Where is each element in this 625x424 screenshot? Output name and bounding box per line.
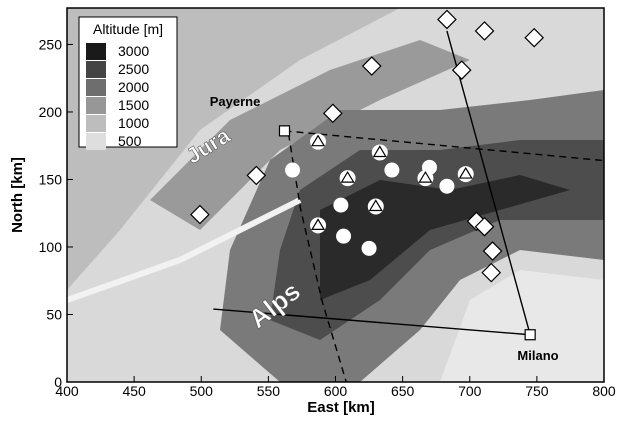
- legend-swatch: [86, 79, 106, 96]
- site-triangle: [340, 170, 356, 186]
- site-circle: [384, 163, 399, 178]
- legend-label: 2000: [118, 79, 149, 95]
- legend-label: 1500: [118, 97, 149, 113]
- y-tick-label: 200: [39, 104, 63, 120]
- site-triangle: [372, 144, 388, 160]
- map-label: Milano: [517, 348, 558, 363]
- map-label: Payerne: [210, 94, 261, 109]
- site-circle: [336, 229, 351, 244]
- legend-swatch: [86, 97, 106, 114]
- y-tick-label: 0: [54, 374, 62, 390]
- site-triangle: [310, 217, 326, 233]
- site-circle: [362, 241, 377, 256]
- legend-swatch: [86, 43, 106, 60]
- site-triangle: [417, 170, 433, 186]
- map-chart: Altitude [m] East [km] North [km] 400450…: [0, 0, 625, 419]
- y-tick-label: 100: [39, 239, 63, 255]
- y-axis-label: North [km]: [9, 157, 26, 233]
- legend-title: Altitude [m]: [93, 21, 163, 37]
- legend-label: 2500: [118, 61, 149, 77]
- site-triangle: [368, 198, 384, 214]
- y-tick-label: 150: [39, 171, 63, 187]
- legend-swatch: [86, 133, 106, 150]
- x-axis-label: East [km]: [307, 399, 375, 416]
- legend-swatch: [86, 61, 106, 78]
- x-tick-label: 600: [324, 383, 348, 399]
- site-square: [525, 330, 535, 340]
- legend-label: 1000: [118, 115, 149, 131]
- x-tick-label: 650: [391, 383, 415, 399]
- legend-label: 3000: [118, 43, 149, 59]
- site-square: [279, 126, 289, 136]
- y-tick-label: 250: [39, 36, 63, 52]
- site-circle: [285, 163, 300, 178]
- x-tick-label: 700: [458, 383, 482, 399]
- x-tick-label: 550: [257, 383, 281, 399]
- site-circle: [333, 198, 348, 213]
- site-triangle: [458, 166, 474, 182]
- x-tick-label: 750: [525, 383, 549, 399]
- legend-swatch: [86, 115, 106, 132]
- legend-label: 500: [118, 133, 142, 149]
- site-triangle: [310, 134, 326, 150]
- x-tick-label: 800: [592, 383, 616, 399]
- site-circle: [439, 179, 454, 194]
- y-tick-label: 50: [46, 306, 62, 322]
- x-tick-label: 500: [190, 383, 214, 399]
- x-tick-label: 450: [122, 383, 146, 399]
